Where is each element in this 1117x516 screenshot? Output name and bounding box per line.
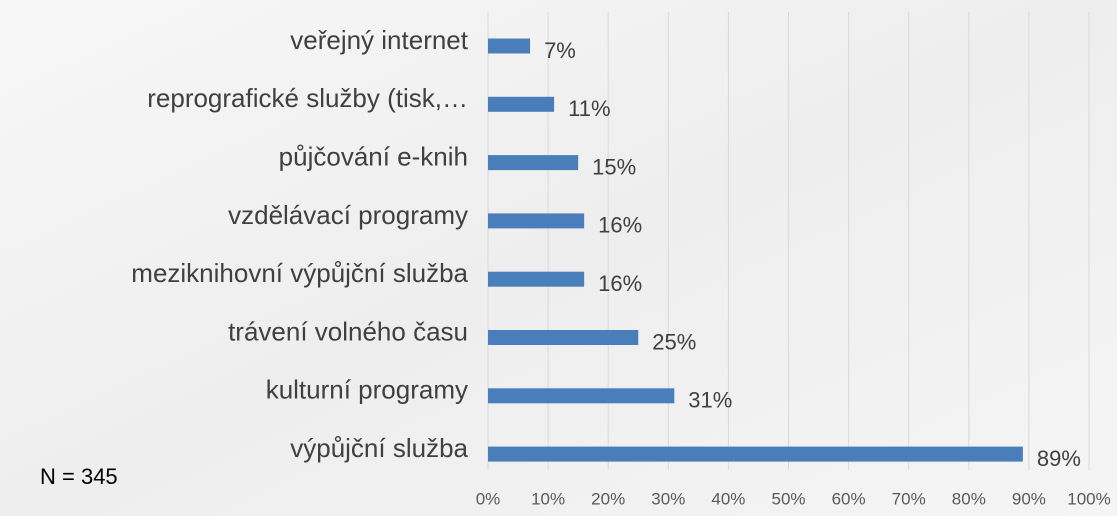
bar — [488, 38, 531, 54]
category-label: reprografické služby (tisk,… — [147, 83, 468, 113]
data-label: 31% — [688, 388, 732, 413]
data-label: 16% — [598, 213, 642, 238]
data-label: 11% — [568, 96, 610, 121]
data-label: 16% — [598, 271, 642, 296]
bar — [488, 271, 585, 287]
data-label: 89% — [1037, 446, 1081, 471]
bar — [488, 446, 1023, 462]
bar — [488, 96, 555, 112]
category-label: půjčování e-knih — [279, 141, 468, 171]
x-tick-label: 30% — [651, 489, 685, 508]
x-tick-label: 0% — [476, 489, 501, 508]
x-tick-label: 100% — [1067, 489, 1110, 508]
data-label: 7% — [544, 38, 576, 63]
category-label: veřejný internet — [290, 25, 469, 55]
data-label: 25% — [652, 329, 696, 354]
annotation: N = 345 — [40, 464, 118, 489]
category-label: vzdělávací programy — [228, 200, 468, 230]
bar — [488, 213, 585, 229]
x-tick-label: 60% — [832, 489, 866, 508]
x-tick-label: 50% — [771, 489, 805, 508]
data-label: 15% — [592, 154, 636, 179]
category-label: trávení volného času — [228, 316, 468, 346]
category-label: kulturní programy — [266, 375, 468, 405]
x-tick-label: 40% — [711, 489, 745, 508]
bar — [488, 155, 579, 171]
x-tick-label: 70% — [892, 489, 926, 508]
x-tick-label: 20% — [591, 489, 625, 508]
x-tick-label: 10% — [531, 489, 565, 508]
x-tick-label: 90% — [1012, 489, 1046, 508]
bar — [488, 330, 639, 345]
category-label: meziknihovní výpůjční služba — [131, 258, 468, 288]
category-label: výpůjční služba — [290, 433, 468, 463]
x-tick-label: 80% — [952, 489, 986, 508]
bar — [488, 388, 675, 404]
